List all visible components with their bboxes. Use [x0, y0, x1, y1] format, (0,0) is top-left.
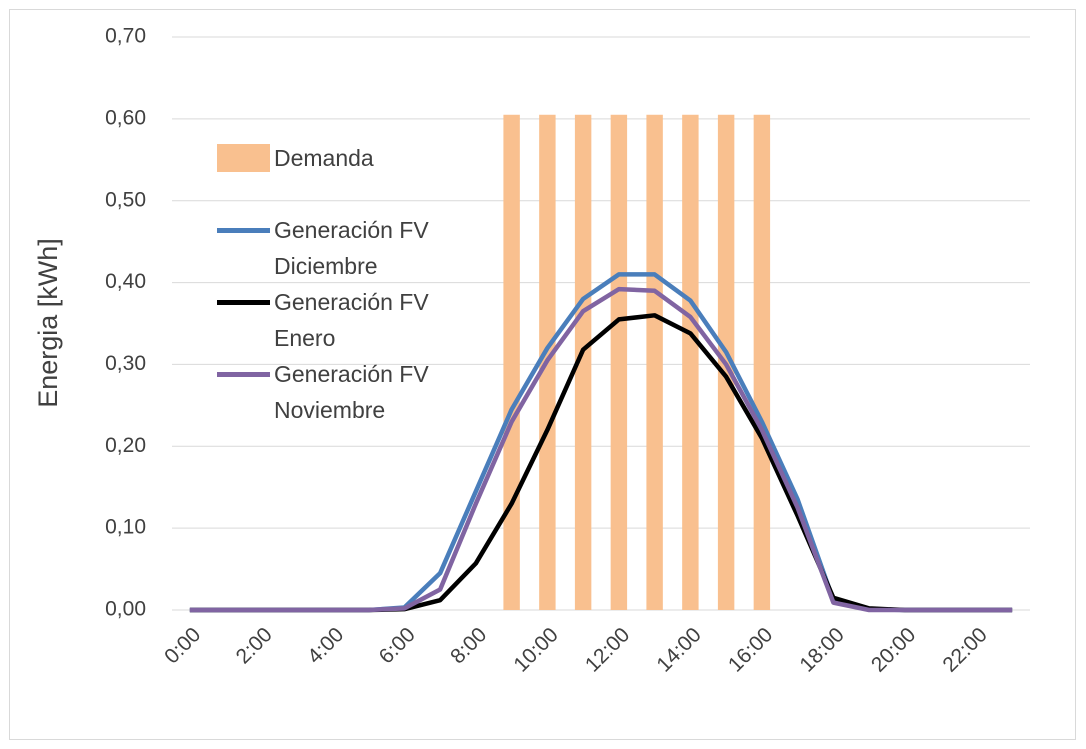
legend-item: Generación FV Enero	[217, 284, 469, 356]
x-tick-label: 18:00	[795, 623, 848, 676]
bar	[574, 114, 592, 610]
legend-label: Generación FV Noviembre	[274, 361, 429, 423]
legend-label: Generación FV Diciembre	[274, 217, 429, 279]
legend-swatch	[217, 228, 270, 233]
legend-label: Demanda	[274, 145, 374, 171]
legend-item: Generación FV Noviembre	[217, 356, 469, 428]
x-tick-label: 4:00	[303, 623, 348, 668]
y-tick-label: 0,30	[105, 352, 146, 375]
legend-swatch	[217, 144, 270, 172]
line-series	[189, 286, 1013, 613]
bar	[682, 114, 699, 610]
legend-item: Generación FV Diciembre	[217, 212, 469, 284]
legend: Demanda Generación FV Diciembre Generación…	[217, 140, 469, 428]
x-tick-label: 2:00	[232, 623, 277, 668]
x-tick-label: 8:00	[446, 623, 491, 668]
x-tick-label: 20:00	[867, 623, 920, 676]
bar	[503, 114, 520, 610]
legend-swatch	[217, 372, 270, 377]
x-tick-label: 16:00	[724, 623, 777, 676]
y-tick-label: 0,10	[105, 516, 146, 539]
bar	[610, 114, 628, 610]
x-tick-label: 6:00	[375, 623, 420, 668]
x-tick-label: 0:00	[160, 623, 205, 668]
x-tick-label: 10:00	[509, 623, 562, 676]
y-tick-label: 0,00	[105, 598, 146, 621]
legend-swatch	[217, 300, 270, 305]
legend-item: Demanda	[217, 140, 469, 176]
x-tick-label: 22:00	[938, 623, 991, 676]
y-tick-label: 0,60	[105, 106, 146, 129]
x-tick-label: 14:00	[652, 623, 705, 676]
y-tick-label: 0,50	[105, 188, 146, 211]
y-tick-label: 0,40	[105, 270, 146, 293]
y-tick-label: 0,20	[105, 434, 146, 457]
y-tick-label: 0,70	[105, 25, 146, 48]
chart-border	[9, 9, 1076, 740]
bar	[646, 114, 663, 610]
y-axis-title: Energia [kWh]	[33, 238, 63, 408]
legend-label: Generación FV Enero	[274, 289, 429, 351]
bar	[753, 114, 771, 610]
x-tick-label: 12:00	[581, 623, 634, 676]
